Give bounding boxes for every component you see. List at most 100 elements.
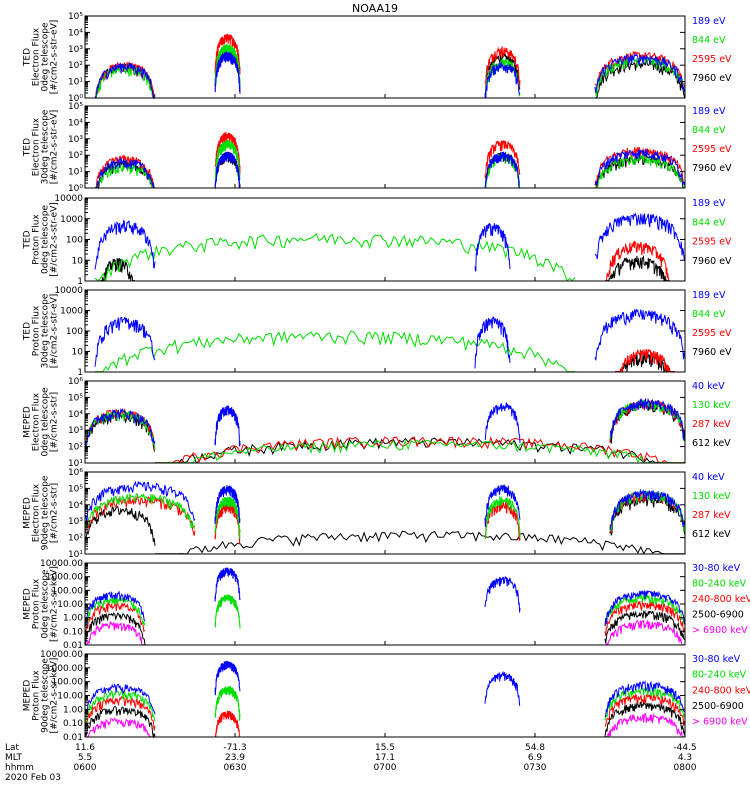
series-line-ted-e-0-3-1: [214, 50, 241, 94]
series-line-mepe-e-90-3-0: [84, 480, 196, 525]
y-tick-label: 10⁰: [68, 94, 83, 104]
y-axis-label-line: MEPED: [23, 680, 33, 712]
y-axis-label-line: Electron Flux: [32, 27, 42, 86]
series-line-mepe-e-0-0-1: [155, 437, 685, 464]
legend-label: 189 eV: [692, 198, 726, 209]
panel-frame: [84, 562, 686, 646]
y-axis-label-line: MEPED: [23, 406, 33, 438]
legend-label: 2595 eV: [692, 144, 732, 155]
y-axis-label-line: [#/cm2-s-str-eV]: [50, 20, 60, 95]
y-tick-label: 10³: [68, 517, 83, 527]
series-line-mepe-p-0-4-0: [84, 590, 146, 626]
y-axis-label-line: [#/cm2-s-str-eV]: [50, 202, 60, 277]
legend-label: 2595 eV: [692, 328, 732, 339]
y-tick-label: 10²: [68, 151, 83, 161]
x-tick-label: 0700: [374, 763, 397, 773]
y-tick-label: 1.00: [63, 614, 83, 624]
series-line-mepe-p-90-3-1: [214, 685, 241, 721]
x-tick-label: 11.6: [75, 743, 95, 753]
series-line-mepe-e-0-1-1: [155, 436, 685, 464]
legend-label: 7960 eV: [692, 163, 732, 174]
series-line-mepe-p-90-1-0: [84, 706, 156, 739]
y-tick-label: 1000.00: [46, 664, 83, 674]
y-tick-label: 0.01: [63, 733, 83, 743]
y-tick-label: 100.00: [52, 586, 84, 596]
y-tick-label: 100: [66, 327, 83, 337]
series-line-ted-p-30-3-2: [594, 309, 686, 361]
legend-label: 7960 eV: [692, 73, 732, 84]
series-line-ted-e-30-1-1: [214, 131, 241, 175]
series-line-ted-p-0-2-0: [94, 232, 576, 283]
y-tick-label: 10⁰: [68, 184, 83, 194]
series-line-mepe-e-0-3-3: [609, 397, 686, 441]
y-tick-label: 10³: [68, 426, 83, 436]
y-tick-label: 1.00: [63, 705, 83, 715]
series-line-ted-e-30-3-0: [95, 156, 155, 189]
panel-ted-e-0: 10⁰ 10¹ 10² 10³ 10⁴ 10⁵ TEDElectron Flux0deg t…: [23, 12, 733, 104]
y-tick-label: 1000: [60, 215, 83, 225]
series-line-mepe-p-0-0-0: [85, 620, 145, 646]
panel-frame: [84, 15, 686, 99]
panel-mepe-p-0: 0.010.101.0010.00100.001000.0010000.00ME…: [23, 559, 750, 651]
y-axis-label-line: 30deg telescope: [41, 293, 51, 368]
y-tick-label: 10.00: [57, 692, 83, 702]
legend-label: 80-240 keV: [692, 670, 747, 681]
x-tick-label: 23.9: [225, 753, 245, 763]
x-tick-label: 0630: [224, 763, 247, 773]
y-axis-label-line: MEPED: [23, 497, 33, 529]
y-axis-label-line: TED: [23, 138, 33, 157]
series-line-ted-e-30-3-3: [594, 149, 686, 187]
panel-mepe-e-0: 10¹ 10² 10³ 10⁴ 10⁵ 10⁶ MEPEDElectron Flux0deg…: [23, 377, 732, 469]
legend-label: 844 eV: [692, 125, 726, 136]
y-tick-label: 10000.00: [40, 559, 83, 569]
series-line-ted-e-0-1-1: [214, 33, 241, 75]
y-tick-label: 10.00: [57, 600, 83, 610]
x-tick-label: 0600: [74, 763, 97, 773]
series-line-mepe-p-0-4-1: [214, 567, 241, 602]
legend-label: 40 keV: [692, 381, 725, 392]
series-line-mepe-e-0-3-1: [214, 405, 241, 447]
x-tick-label: 17.1: [375, 753, 395, 763]
panel-frame: [84, 653, 686, 738]
series-line-mepe-p-90-3-0: [84, 689, 156, 726]
x-tick-label: 4.3: [678, 753, 692, 763]
x-tick-label: -71.3: [223, 743, 246, 753]
series-line-mepe-e-0-3-2: [484, 401, 521, 443]
y-tick-label: 10¹: [68, 168, 83, 178]
x-tick-label: 5.5: [78, 753, 92, 763]
legend-label: 240-800 keV: [692, 685, 750, 696]
series-line-ted-p-30-3-0: [94, 316, 156, 367]
legend-label: 7960 eV: [692, 347, 732, 358]
legend-label: 612 keV: [692, 529, 731, 540]
legend-label: 30-80 keV: [692, 654, 741, 665]
series-line-ted-p-0-3-2: [594, 212, 686, 262]
series-line-mepe-p-0-1-1: [604, 609, 686, 644]
series-line-mepe-p-0-0-1: [605, 619, 685, 647]
y-axis-label-line: [#/cm2-s-str]: [50, 483, 60, 543]
y-tick-label: 10⁶: [68, 377, 83, 387]
series-line-mepe-p-90-4-3: [604, 679, 686, 718]
series-line-mepe-e-90-1-2: [484, 501, 521, 541]
legend-label: 287 keV: [692, 510, 731, 521]
legend-label: 2500-6900: [692, 609, 744, 620]
y-axis-label-line: Electron Flux: [32, 392, 42, 451]
y-axis-label: TEDElectron Flux0deg telescope[#/cm2-s-s…: [23, 20, 60, 95]
series-line-mepe-p-0-3-2: [604, 593, 686, 626]
series-line-mepe-e-90-2-1: [214, 496, 241, 539]
legend-label: 612 keV: [692, 438, 731, 449]
series-line-ted-p-30-1-0: [615, 349, 675, 373]
y-tick-label: 10: [72, 348, 84, 358]
y-axis-label-line: Electron Flux: [32, 483, 42, 542]
legend-label: 80-240 keV: [692, 578, 747, 589]
y-tick-label: 10⁵: [68, 393, 83, 403]
series-line-ted-p-30-3-1: [474, 316, 511, 369]
y-tick-label: 10⁵: [68, 484, 83, 494]
y-axis-label-line: MEPED: [23, 588, 33, 620]
series-line-mepe-p-90-0-0: [85, 717, 155, 738]
y-tick-label: 10000: [54, 286, 83, 296]
y-tick-label: 10¹: [68, 78, 83, 88]
series-line-mepe-e-90-3-3: [609, 488, 686, 531]
